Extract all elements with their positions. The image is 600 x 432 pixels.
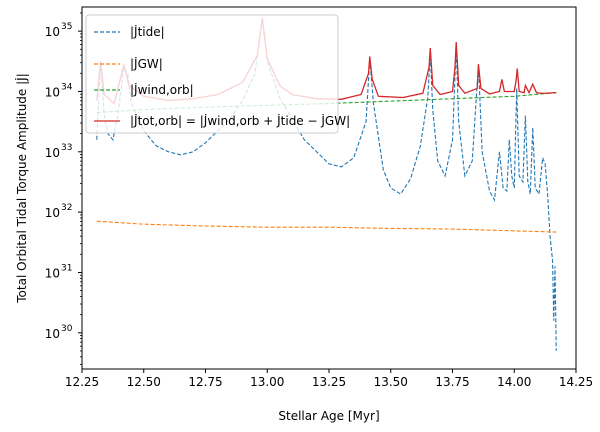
y-tick-exp: 33 <box>61 143 72 153</box>
y-tick-label: 10 32 <box>45 203 73 220</box>
y-tick-label: 10 34 <box>45 82 73 99</box>
y-tick-label: 10 33 <box>45 143 73 160</box>
y-tick-base: 10 <box>45 25 60 39</box>
legend-label-tot: |J̇tot,orb| = |J̇wind,orb + J̇tide − J̇G… <box>130 114 350 128</box>
y-tick-exp: 35 <box>61 22 72 32</box>
x-tick-label: 12.75 <box>188 375 222 389</box>
y-tick-base: 10 <box>45 85 60 99</box>
x-tick-label: 12.25 <box>65 375 99 389</box>
y-tick-label: 10 30 <box>45 324 73 341</box>
x-tick-label: 13.25 <box>312 375 346 389</box>
x-tick-label: 14.25 <box>559 375 593 389</box>
y-tick-exp: 34 <box>61 82 73 92</box>
y-tick-label: 10 35 <box>45 22 73 39</box>
series-gw-line <box>96 220 557 233</box>
y-tick-base: 10 <box>45 206 60 220</box>
y-tick-label: 10 31 <box>45 263 73 280</box>
legend-label-wind: |J̇wind,orb| <box>130 83 194 97</box>
y-tick-base: 10 <box>45 327 60 341</box>
x-axis: 12.25 12.50 12.75 13.00 13.25 13.50 13.75 14.00… <box>65 369 593 389</box>
y-tick-exp: 32 <box>61 203 72 213</box>
legend-label-gw: |J̇GW| <box>130 57 163 71</box>
y-tick-exp: 31 <box>61 263 72 273</box>
y-tick-base: 10 <box>45 146 60 160</box>
y-tick-exp: 30 <box>61 324 73 334</box>
legend-label-tide: |J̇tide| <box>130 25 165 39</box>
x-axis-label: Stellar Age [Myr] <box>278 409 379 423</box>
series-tide-line <box>96 18 557 351</box>
x-tick-label: 12.50 <box>127 375 161 389</box>
x-tick-label: 14.00 <box>497 375 531 389</box>
x-tick-label: 13.75 <box>435 375 469 389</box>
y-tick-base: 10 <box>45 266 60 280</box>
y-axis-label: Total Orbital Tidal Torque Amplitude |J̇… <box>15 73 29 304</box>
legend: |J̇tide| |J̇GW| |J̇wind,orb| |J̇tot,orb| = … <box>85 14 350 134</box>
x-tick-label: 13.50 <box>374 375 408 389</box>
x-tick-label: 13.00 <box>250 375 284 389</box>
legend-box <box>85 14 339 134</box>
